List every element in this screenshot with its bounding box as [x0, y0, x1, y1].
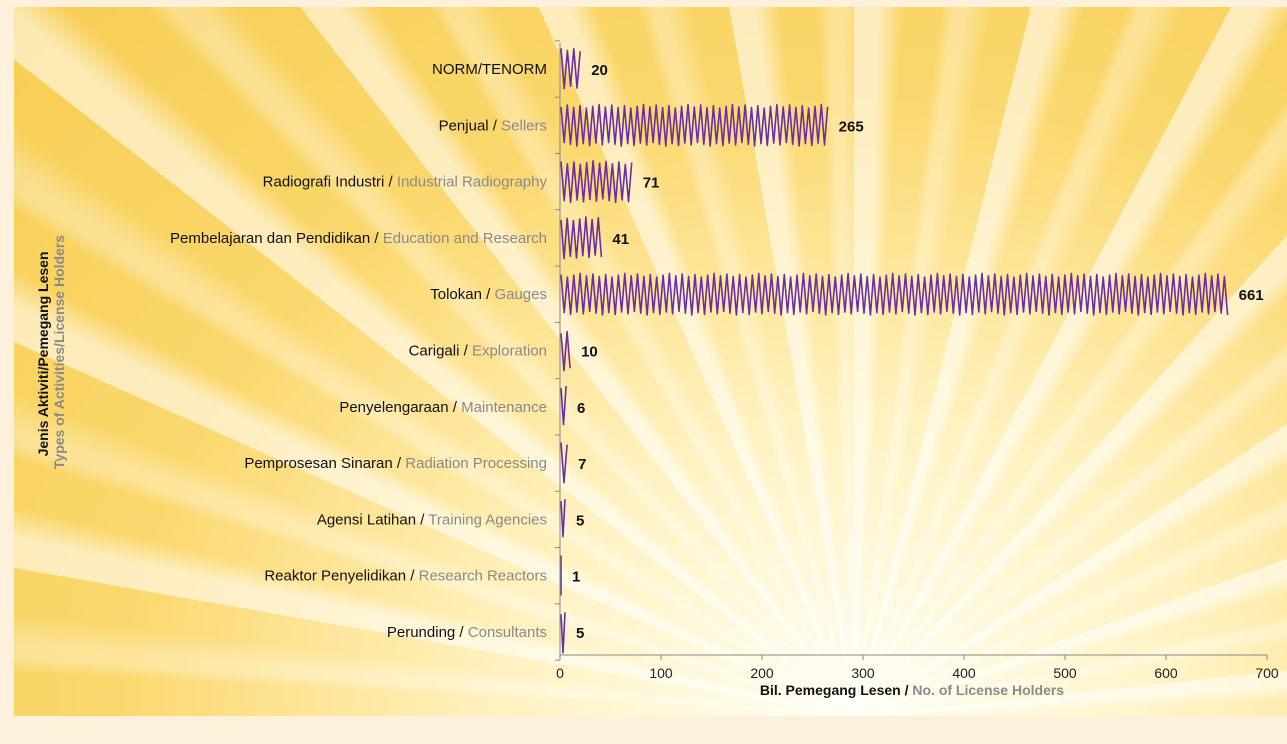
- category-label: Penjual / Sellers: [439, 117, 547, 134]
- y-axis-title: Jenis Aktiviti/Pemegang Lesen Types of A…: [35, 235, 67, 469]
- category-label: NORM/TENORM: [432, 61, 547, 78]
- value-label: 265: [839, 118, 864, 135]
- x-axis-title-separator: /: [901, 682, 913, 698]
- y-axis-title-english: Types of Activities/License Holders: [51, 235, 67, 469]
- bar: [560, 385, 567, 426]
- value-label: 5: [576, 512, 584, 529]
- bar: [560, 330, 571, 372]
- value-label: 20: [591, 62, 608, 79]
- bar: [560, 48, 581, 90]
- bars-group: [560, 48, 1229, 654]
- x-tick-label: 0: [556, 665, 564, 681]
- chart-panel: NORM/TENORM Penjual / Sellers Radiografi I…: [14, 7, 1287, 716]
- x-axis: 0 100 200 300 400 500 600 700: [555, 40, 1279, 681]
- category-label: Penyelengaraan / Maintenance: [339, 399, 547, 416]
- value-label: 661: [1239, 287, 1264, 304]
- value-label: 1: [572, 569, 580, 586]
- bar-chart: NORM/TENORM Penjual / Sellers Radiografi I…: [35, 40, 1279, 698]
- category-label: Reaktor Penyelidikan / Research Reactors: [264, 568, 547, 585]
- bar: [560, 103, 829, 147]
- x-tick-label: 600: [1154, 665, 1178, 681]
- x-axis-title-malay: Bil. Pemegang Lesen: [760, 682, 901, 698]
- x-tick-label: 300: [851, 665, 875, 681]
- value-label: 7: [578, 456, 586, 473]
- category-label: Perunding / Consultants: [387, 624, 547, 641]
- category-label: Pemprosesan Sinaran / Radiation Processi…: [244, 455, 547, 472]
- x-tick-label: 700: [1255, 665, 1279, 681]
- bar: [560, 160, 633, 204]
- bar: [560, 612, 566, 654]
- x-tick-label: 200: [750, 665, 774, 681]
- category-label: Radiografi Industri / Industrial Radiogr…: [263, 174, 548, 191]
- category-label: Tolokan / Gauges: [430, 286, 547, 303]
- category-labels: NORM/TENORM Penjual / Sellers Radiografi I…: [170, 61, 547, 641]
- value-label: 5: [576, 625, 584, 642]
- value-label: 71: [643, 175, 660, 192]
- x-tick-label: 100: [649, 665, 673, 681]
- value-label: 41: [612, 231, 629, 248]
- value-label: 10: [581, 344, 598, 361]
- bar: [560, 216, 603, 260]
- x-axis-title-english: No. of License Holders: [912, 682, 1064, 698]
- bar: [560, 272, 1229, 316]
- value-label: 6: [577, 400, 585, 417]
- category-label: Carigali / Exploration: [409, 343, 547, 360]
- x-tick-label: 500: [1053, 665, 1077, 681]
- value-labels: 20 265 71 41 661 10 6 7 5 1 5: [572, 62, 1264, 642]
- x-tick-label: 400: [952, 665, 976, 681]
- y-axis-title-malay: Jenis Aktiviti/Pemegang Lesen: [35, 252, 51, 457]
- category-label: Agensi Latihan / Training Agencies: [317, 511, 547, 528]
- x-axis-title: Bil. Pemegang Lesen / No. of License Hol…: [760, 682, 1064, 698]
- bar: [560, 499, 566, 538]
- bar: [560, 442, 568, 484]
- category-label: Pembelajaran dan Pendidikan / Education …: [170, 230, 547, 247]
